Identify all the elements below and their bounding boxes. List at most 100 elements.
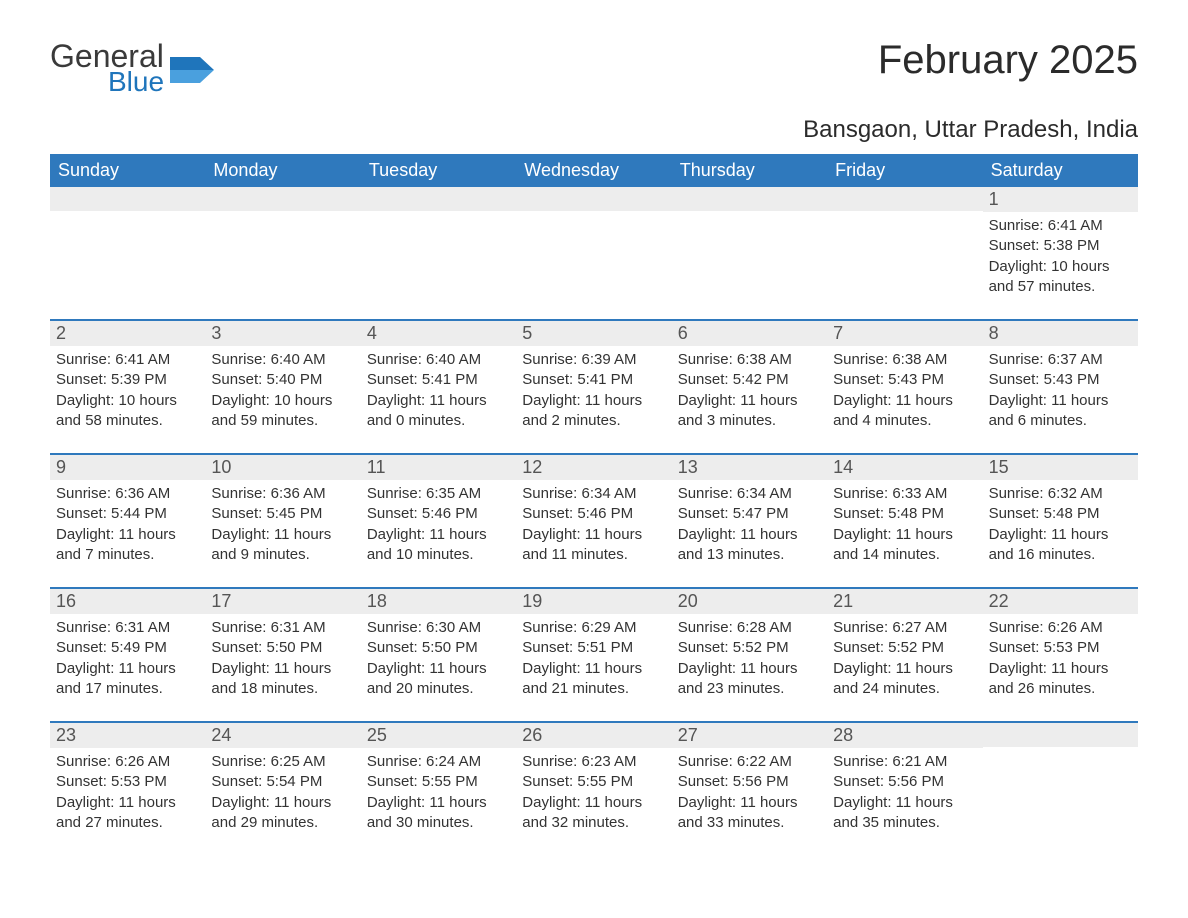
day-number [516, 187, 671, 211]
title-block: February 2025 [878, 40, 1138, 80]
day-cell [361, 187, 516, 319]
day-details [50, 211, 205, 215]
sunrise-text: Sunrise: 6:25 AM [211, 752, 354, 772]
sunset-text: Sunset: 5:41 PM [367, 370, 510, 390]
day-number: 6 [672, 321, 827, 346]
sunrise-text: Sunrise: 6:27 AM [833, 618, 976, 638]
daylight-text: Daylight: 11 hours and 17 minutes. [56, 659, 199, 700]
day-details: Sunrise: 6:38 AMSunset: 5:43 PMDaylight:… [827, 346, 982, 431]
sunrise-text: Sunrise: 6:40 AM [367, 350, 510, 370]
day-header-cell: Wednesday [516, 154, 671, 187]
day-number: 2 [50, 321, 205, 346]
daylight-text: Daylight: 11 hours and 10 minutes. [367, 525, 510, 566]
daylight-text: Daylight: 11 hours and 16 minutes. [989, 525, 1132, 566]
day-cell: 12Sunrise: 6:34 AMSunset: 5:46 PMDayligh… [516, 455, 671, 587]
day-cell: 17Sunrise: 6:31 AMSunset: 5:50 PMDayligh… [205, 589, 360, 721]
day-number: 17 [205, 589, 360, 614]
sunset-text: Sunset: 5:53 PM [989, 638, 1132, 658]
day-cell: 4 Sunrise: 6:40 AMSunset: 5:41 PMDaylight… [361, 321, 516, 453]
sunrise-text: Sunrise: 6:37 AM [989, 350, 1132, 370]
day-cell [50, 187, 205, 319]
day-details [205, 211, 360, 215]
day-cell [672, 187, 827, 319]
sunrise-text: Sunrise: 6:28 AM [678, 618, 821, 638]
sunset-text: Sunset: 5:40 PM [211, 370, 354, 390]
daylight-text: Daylight: 11 hours and 20 minutes. [367, 659, 510, 700]
daylight-text: Daylight: 11 hours and 30 minutes. [367, 793, 510, 834]
day-details: Sunrise: 6:36 AMSunset: 5:45 PMDaylight:… [205, 480, 360, 565]
sunrise-text: Sunrise: 6:33 AM [833, 484, 976, 504]
calendar: Sunday Monday Tuesday Wednesday Thursday… [50, 154, 1138, 855]
day-details: Sunrise: 6:22 AMSunset: 5:56 PMDaylight:… [672, 748, 827, 833]
week-row: 16Sunrise: 6:31 AMSunset: 5:49 PMDayligh… [50, 587, 1138, 721]
daylight-text: Daylight: 11 hours and 27 minutes. [56, 793, 199, 834]
daylight-text: Daylight: 11 hours and 32 minutes. [522, 793, 665, 834]
day-cell: 22Sunrise: 6:26 AMSunset: 5:53 PMDayligh… [983, 589, 1138, 721]
day-details: Sunrise: 6:24 AMSunset: 5:55 PMDaylight:… [361, 748, 516, 833]
sunrise-text: Sunrise: 6:30 AM [367, 618, 510, 638]
day-cell [516, 187, 671, 319]
daylight-text: Daylight: 11 hours and 0 minutes. [367, 391, 510, 432]
day-cell: 11Sunrise: 6:35 AMSunset: 5:46 PMDayligh… [361, 455, 516, 587]
day-details [672, 211, 827, 215]
day-header-cell: Sunday [50, 154, 205, 187]
day-details [516, 211, 671, 215]
day-details: Sunrise: 6:40 AMSunset: 5:40 PMDaylight:… [205, 346, 360, 431]
day-details: Sunrise: 6:36 AMSunset: 5:44 PMDaylight:… [50, 480, 205, 565]
day-header-cell: Friday [827, 154, 982, 187]
day-details: Sunrise: 6:41 AMSunset: 5:38 PMDaylight:… [983, 212, 1138, 297]
daylight-text: Daylight: 11 hours and 9 minutes. [211, 525, 354, 566]
location-subtitle: Bansgaon, Uttar Pradesh, India [50, 116, 1138, 144]
week-row: 2 Sunrise: 6:41 AMSunset: 5:39 PM Daylight… [50, 319, 1138, 453]
sunrise-text: Sunrise: 6:32 AM [989, 484, 1132, 504]
sunset-text: Sunset: 5:46 PM [367, 504, 510, 524]
sunrise-text: Sunrise: 6:41 AM [56, 350, 199, 370]
day-number [672, 187, 827, 211]
day-number: 21 [827, 589, 982, 614]
sunset-text: Sunset: 5:39 PM [56, 370, 199, 390]
day-number: 5 [516, 321, 671, 346]
sunrise-text: Sunrise: 6:38 AM [833, 350, 976, 370]
day-header-cell: Tuesday [361, 154, 516, 187]
day-number [50, 187, 205, 211]
day-header-cell: Saturday [983, 154, 1138, 187]
sunset-text: Sunset: 5:50 PM [211, 638, 354, 658]
sunset-text: Sunset: 5:42 PM [678, 370, 821, 390]
daylight-text: Daylight: 10 hours and 57 minutes. [989, 257, 1132, 298]
day-details: Sunrise: 6:39 AMSunset: 5:41 PMDaylight:… [516, 346, 671, 431]
day-cell: 8Sunrise: 6:37 AMSunset: 5:43 PMDaylight… [983, 321, 1138, 453]
sunrise-text: Sunrise: 6:26 AM [989, 618, 1132, 638]
day-details: Sunrise: 6:38 AMSunset: 5:42 PMDaylight:… [672, 346, 827, 431]
day-number: 19 [516, 589, 671, 614]
sunset-text: Sunset: 5:55 PM [522, 772, 665, 792]
day-details: Sunrise: 6:31 AMSunset: 5:50 PMDaylight:… [205, 614, 360, 699]
day-cell: 3Sunrise: 6:40 AMSunset: 5:40 PMDaylight… [205, 321, 360, 453]
day-details: Sunrise: 6:34 AMSunset: 5:47 PMDaylight:… [672, 480, 827, 565]
day-cell [205, 187, 360, 319]
header: General Blue February 2025 [50, 40, 1138, 98]
day-number: 22 [983, 589, 1138, 614]
sunset-text: Sunset: 5:43 PM [833, 370, 976, 390]
daylight-text: Daylight: 11 hours and 3 minutes. [678, 391, 821, 432]
day-number: 26 [516, 723, 671, 748]
day-number: 14 [827, 455, 982, 480]
day-number: 27 [672, 723, 827, 748]
day-cell: 23Sunrise: 6:26 AMSunset: 5:53 PMDayligh… [50, 723, 205, 855]
day-cell: 5Sunrise: 6:39 AMSunset: 5:41 PMDaylight… [516, 321, 671, 453]
day-details: Sunrise: 6:35 AMSunset: 5:46 PMDaylight:… [361, 480, 516, 565]
day-cell: 9Sunrise: 6:36 AMSunset: 5:44 PMDaylight… [50, 455, 205, 587]
daylight-text: Daylight: 11 hours and 11 minutes. [522, 525, 665, 566]
sunset-text: Sunset: 5:41 PM [522, 370, 665, 390]
day-details: Sunrise: 6:37 AMSunset: 5:43 PMDaylight:… [983, 346, 1138, 431]
day-details [361, 211, 516, 215]
day-number: 23 [50, 723, 205, 748]
brand-text-block: General Blue [50, 40, 164, 98]
day-number: 4 [361, 321, 516, 346]
sunrise-text: Sunrise: 6:38 AM [678, 350, 821, 370]
day-cell: 13Sunrise: 6:34 AMSunset: 5:47 PMDayligh… [672, 455, 827, 587]
day-header-row: Sunday Monday Tuesday Wednesday Thursday… [50, 154, 1138, 187]
day-details: Sunrise: 6:28 AMSunset: 5:52 PMDaylight:… [672, 614, 827, 699]
sunrise-text: Sunrise: 6:36 AM [211, 484, 354, 504]
daylight-text: Daylight: 11 hours and 35 minutes. [833, 793, 976, 834]
sunrise-text: Sunrise: 6:26 AM [56, 752, 199, 772]
